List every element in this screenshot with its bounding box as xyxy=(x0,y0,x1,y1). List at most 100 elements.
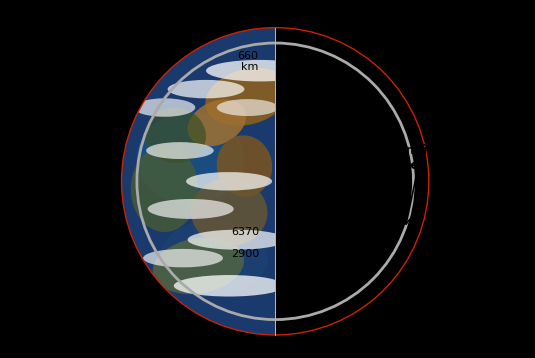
Ellipse shape xyxy=(137,112,244,204)
Wedge shape xyxy=(275,171,285,191)
Wedge shape xyxy=(275,112,345,251)
Wedge shape xyxy=(275,41,416,321)
Ellipse shape xyxy=(187,100,246,146)
Wedge shape xyxy=(275,95,362,268)
Wedge shape xyxy=(275,100,357,263)
Ellipse shape xyxy=(144,107,206,163)
Wedge shape xyxy=(275,51,406,312)
Wedge shape xyxy=(275,91,365,272)
Wedge shape xyxy=(275,38,418,324)
Wedge shape xyxy=(275,154,302,208)
Wedge shape xyxy=(275,105,351,257)
Wedge shape xyxy=(275,175,281,188)
Wedge shape xyxy=(275,36,421,327)
Wedge shape xyxy=(275,147,310,216)
Ellipse shape xyxy=(217,99,278,116)
Wedge shape xyxy=(275,107,350,256)
Wedge shape xyxy=(275,45,411,317)
Wedge shape xyxy=(275,62,395,301)
Wedge shape xyxy=(275,141,316,222)
Wedge shape xyxy=(275,148,308,214)
Wedge shape xyxy=(275,52,404,311)
Ellipse shape xyxy=(160,220,268,296)
Wedge shape xyxy=(275,160,296,202)
Circle shape xyxy=(274,180,276,182)
Wedge shape xyxy=(275,168,289,195)
Wedge shape xyxy=(275,110,347,253)
Wedge shape xyxy=(275,67,389,296)
Wedge shape xyxy=(275,102,354,260)
Wedge shape xyxy=(275,173,284,190)
Wedge shape xyxy=(275,48,408,314)
Ellipse shape xyxy=(188,230,286,250)
Wedge shape xyxy=(275,120,337,243)
Wedge shape xyxy=(275,70,387,293)
Wedge shape xyxy=(275,82,374,280)
Wedge shape xyxy=(275,102,355,261)
Wedge shape xyxy=(275,50,407,313)
Wedge shape xyxy=(275,149,307,213)
Wedge shape xyxy=(275,128,328,234)
Wedge shape xyxy=(275,44,413,319)
Wedge shape xyxy=(275,60,396,303)
Wedge shape xyxy=(275,71,385,291)
Wedge shape xyxy=(275,166,290,196)
Wedge shape xyxy=(275,111,346,252)
Wedge shape xyxy=(275,73,383,289)
Wedge shape xyxy=(275,93,364,270)
Wedge shape xyxy=(275,37,420,326)
Wedge shape xyxy=(275,111,345,251)
Wedge shape xyxy=(275,81,375,281)
Wedge shape xyxy=(275,65,391,297)
Wedge shape xyxy=(275,78,379,285)
Wedge shape xyxy=(275,56,400,306)
Wedge shape xyxy=(275,106,351,257)
Wedge shape xyxy=(275,140,317,223)
Wedge shape xyxy=(275,120,337,243)
Ellipse shape xyxy=(134,98,195,117)
Wedge shape xyxy=(275,29,427,333)
Wedge shape xyxy=(275,92,364,271)
Text: Upper Mantle: Upper Mantle xyxy=(268,9,369,21)
Wedge shape xyxy=(275,157,300,206)
Wedge shape xyxy=(275,86,371,277)
Wedge shape xyxy=(275,55,401,307)
Ellipse shape xyxy=(143,249,223,267)
Wedge shape xyxy=(275,151,306,212)
Wedge shape xyxy=(275,78,378,284)
Wedge shape xyxy=(275,126,331,237)
Wedge shape xyxy=(275,39,417,323)
Wedge shape xyxy=(275,75,381,287)
Ellipse shape xyxy=(190,178,268,246)
Wedge shape xyxy=(275,180,277,183)
Wedge shape xyxy=(275,121,335,242)
Wedge shape xyxy=(275,97,359,265)
Wedge shape xyxy=(275,106,350,256)
Wedge shape xyxy=(275,45,412,318)
Wedge shape xyxy=(275,108,348,254)
Wedge shape xyxy=(275,83,373,280)
Wedge shape xyxy=(275,115,342,248)
Wedge shape xyxy=(275,69,388,294)
Wedge shape xyxy=(275,101,356,262)
Wedge shape xyxy=(275,179,278,184)
Ellipse shape xyxy=(148,199,234,219)
Wedge shape xyxy=(275,35,422,328)
Wedge shape xyxy=(275,61,396,302)
Wedge shape xyxy=(275,94,363,269)
Wedge shape xyxy=(275,169,287,194)
Wedge shape xyxy=(275,152,305,211)
Wedge shape xyxy=(275,159,297,203)
Wedge shape xyxy=(275,112,344,250)
Wedge shape xyxy=(275,118,339,245)
Wedge shape xyxy=(275,99,357,263)
Wedge shape xyxy=(275,101,355,261)
Wedge shape xyxy=(275,118,338,244)
Wedge shape xyxy=(275,143,314,219)
Wedge shape xyxy=(275,103,354,260)
Wedge shape xyxy=(275,40,416,323)
Wedge shape xyxy=(275,64,392,298)
Wedge shape xyxy=(275,115,341,247)
Ellipse shape xyxy=(186,172,272,190)
Wedge shape xyxy=(275,76,380,287)
